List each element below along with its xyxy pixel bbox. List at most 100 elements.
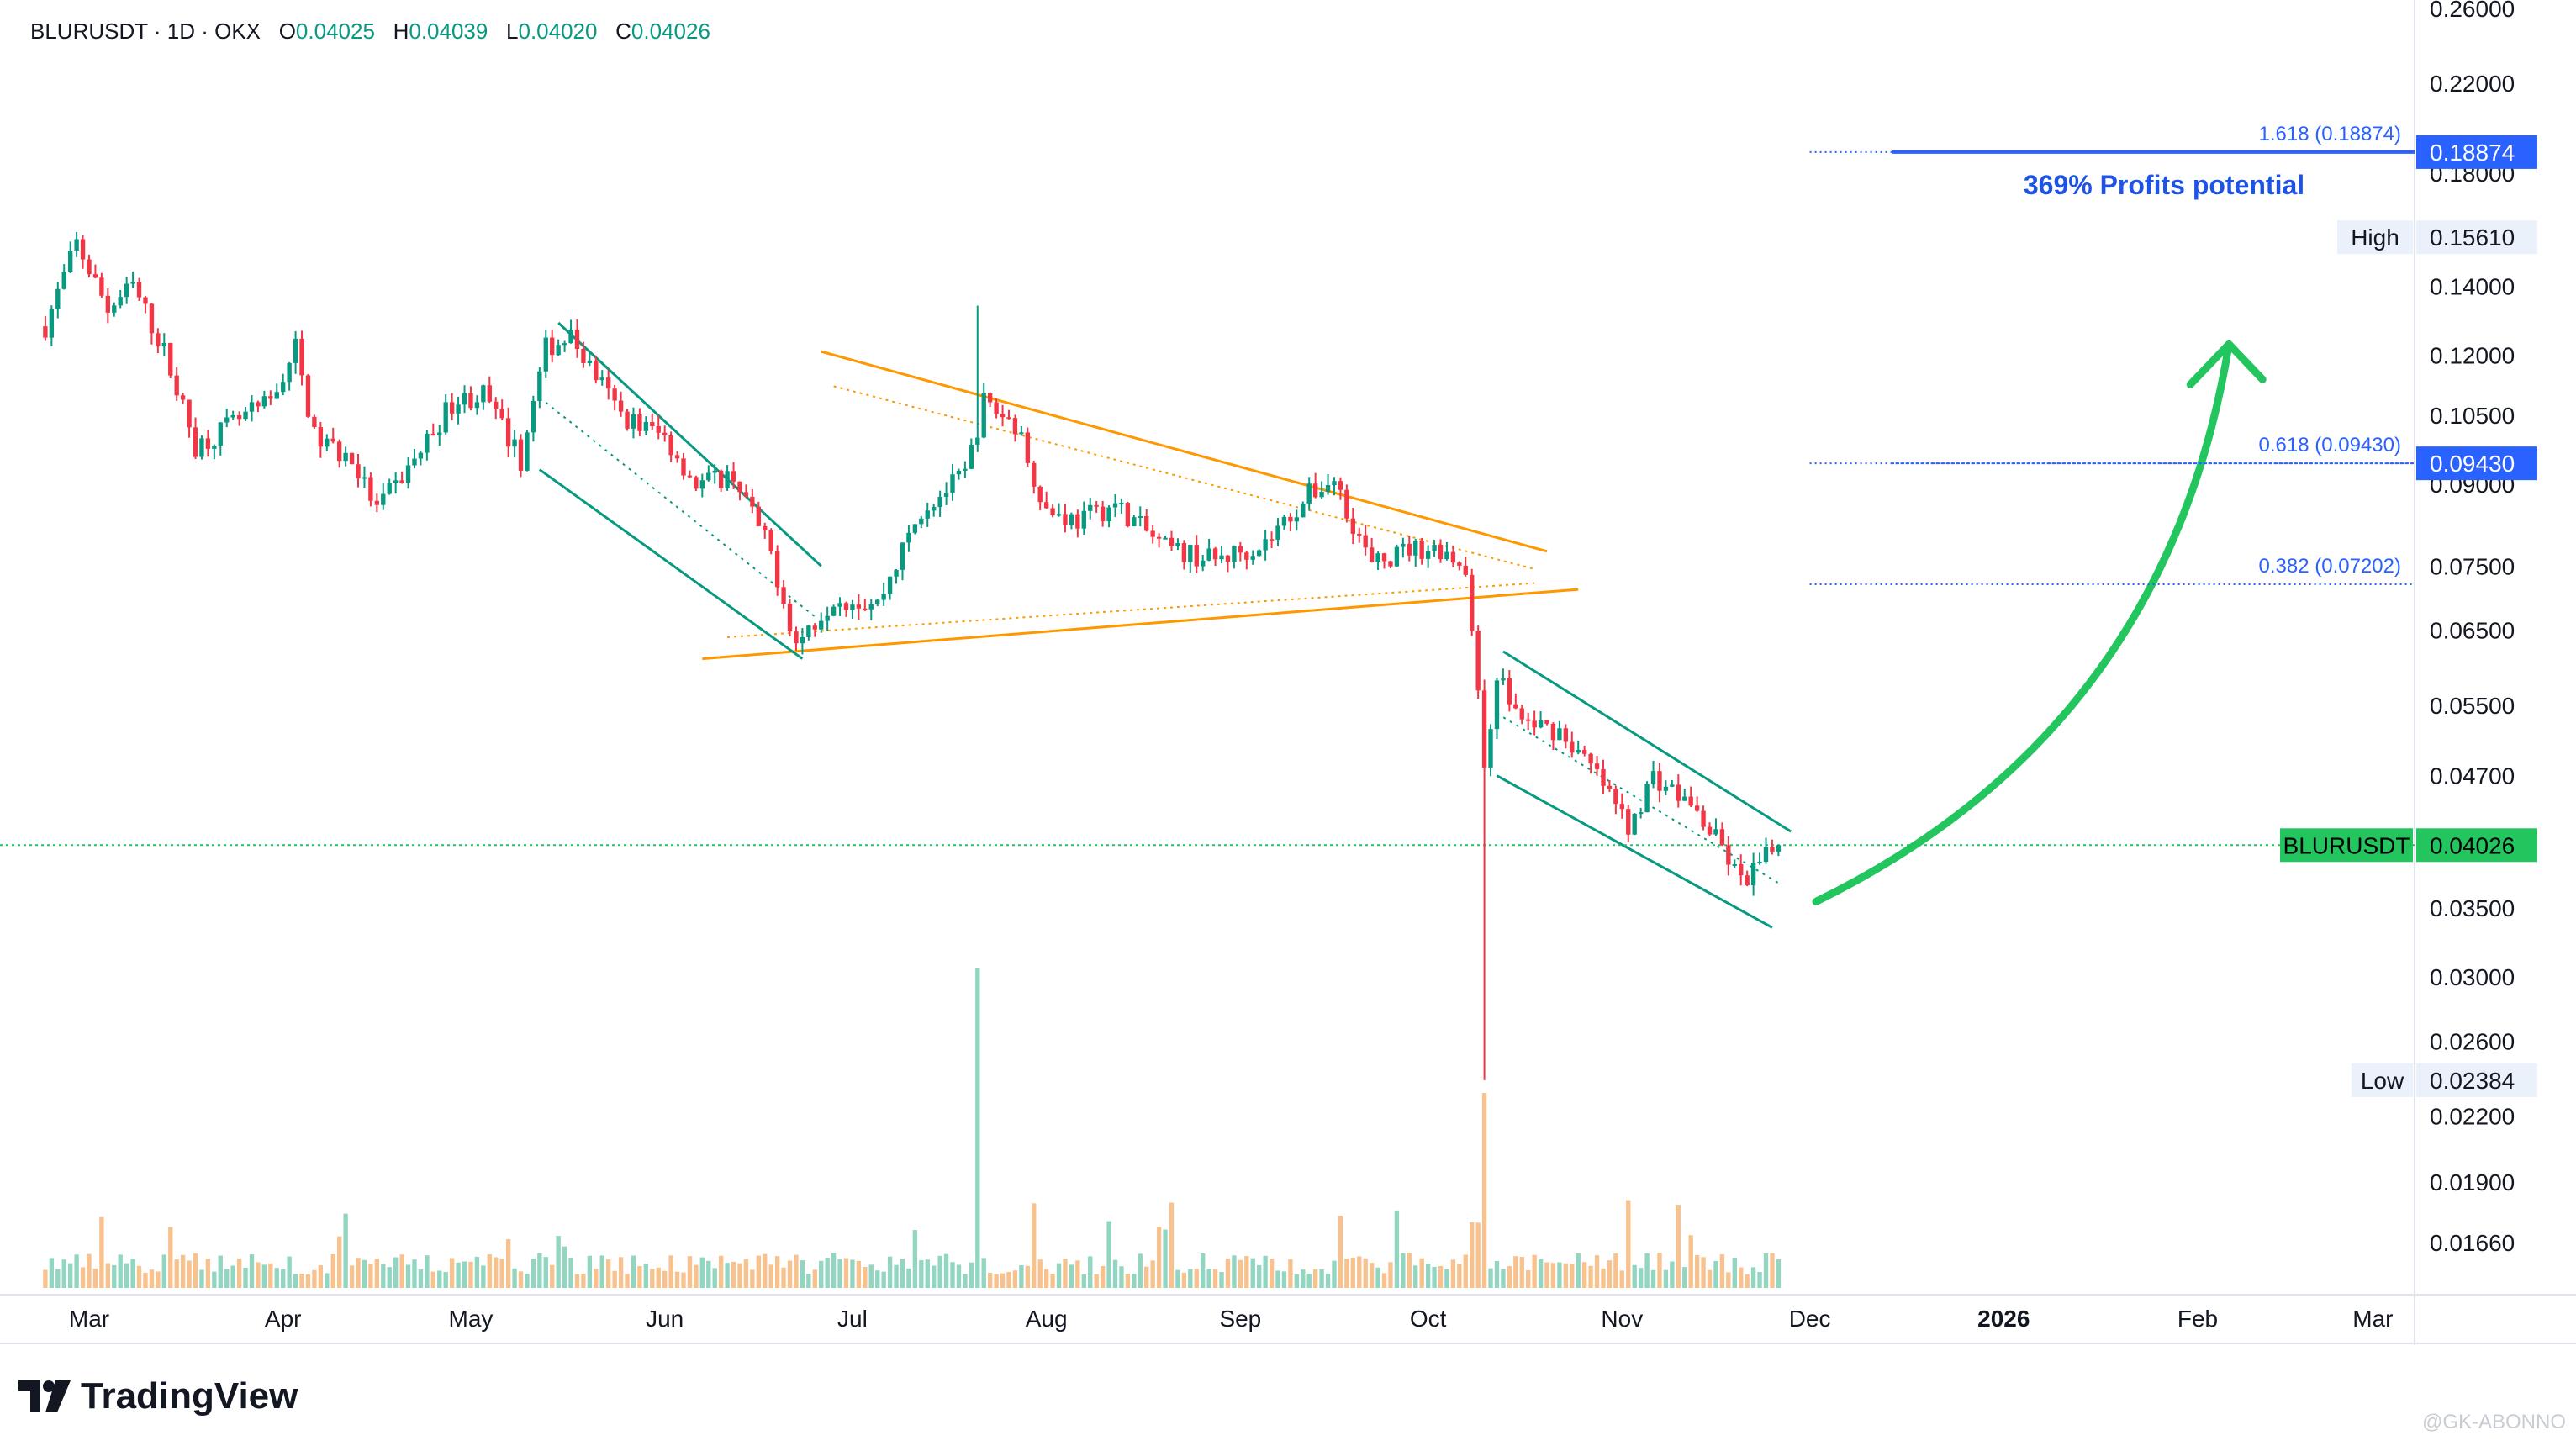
triangle-lower-inner-line[interactable] <box>727 582 1535 638</box>
close-label: C <box>615 18 631 44</box>
candle-body <box>712 470 717 473</box>
triangle-upper-line[interactable] <box>821 350 1548 553</box>
candle-body <box>518 439 524 471</box>
volume-bar <box>932 1265 937 1288</box>
time-tick-label: Sep <box>1219 1306 1261 1332</box>
candle-body <box>1144 516 1149 531</box>
volume-bar <box>1470 1222 1475 1288</box>
high-marker-label-bg <box>2337 220 2413 255</box>
channel-1-upper[interactable] <box>557 321 822 567</box>
volume-bar <box>568 1258 573 1288</box>
volume-bar <box>837 1259 842 1288</box>
volume-bar <box>881 1271 886 1288</box>
volume-bar <box>1601 1268 1606 1288</box>
volume-bar <box>950 1262 955 1288</box>
volume-bar <box>261 1264 267 1288</box>
time-tick-label: Feb <box>2177 1306 2218 1332</box>
candle-body <box>537 371 542 402</box>
volume-bar <box>1212 1269 1218 1288</box>
volume-bar <box>856 1260 862 1288</box>
volume-bar <box>299 1274 304 1288</box>
tradingview-logo[interactable]: TradingView <box>18 1375 298 1417</box>
drawings <box>0 321 2415 929</box>
volume-bar <box>1463 1254 1468 1288</box>
channel-2-mid[interactable] <box>1496 712 1779 884</box>
volume-bar <box>74 1254 79 1288</box>
candle-body <box>487 385 492 402</box>
candle-body <box>1169 537 1175 546</box>
volume-bar <box>124 1263 129 1288</box>
candle-body <box>1106 507 1111 522</box>
candle-body <box>831 606 837 616</box>
channel-2-upper[interactable] <box>1502 650 1792 833</box>
candle-body <box>1325 485 1331 492</box>
time-tick-label: Jun <box>646 1306 684 1332</box>
candle-body <box>105 295 111 313</box>
volume-bar <box>1025 1265 1030 1288</box>
channel-1-lower[interactable] <box>538 468 804 660</box>
candle-body <box>337 441 342 462</box>
price-tick-label: 0.10500 <box>2430 403 2515 429</box>
candle-body <box>1557 728 1562 741</box>
candle-body <box>1319 491 1324 498</box>
candle-body <box>1570 741 1575 753</box>
candle-body <box>494 401 499 409</box>
volume-bar <box>136 1265 142 1288</box>
volume-bar <box>1363 1258 1368 1288</box>
candle-body <box>819 620 824 630</box>
candle-body <box>1419 541 1424 559</box>
volume-bar <box>637 1265 642 1288</box>
time-axis[interactable]: Mar Apr May Jun Jul Aug Sep Oct Nov Dec 2026 Feb Mar <box>69 1306 2394 1332</box>
volume-bar <box>268 1263 273 1288</box>
volume-bar <box>1263 1255 1268 1288</box>
candle-body <box>112 305 117 313</box>
volume-bar <box>362 1259 367 1288</box>
volume-bar <box>806 1274 811 1288</box>
volume-bar <box>743 1259 749 1288</box>
chart-frame <box>0 0 2576 1345</box>
candle-body <box>1463 565 1468 575</box>
volume-bar <box>731 1261 736 1288</box>
volume-bar <box>230 1265 235 1288</box>
candle-body <box>1694 805 1700 811</box>
candle-body <box>731 471 736 482</box>
price-tick-label: 0.01660 <box>2430 1230 2515 1256</box>
volume-bar <box>900 1259 905 1288</box>
volume-bar <box>725 1263 730 1288</box>
candle-body <box>1344 489 1349 519</box>
price-axis[interactable]: 0.260000.220000.180000.140000.120000.105… <box>2280 0 2537 1256</box>
candle-body <box>1212 548 1218 560</box>
price-tick-label: 0.14000 <box>2430 273 2515 299</box>
candle-body <box>1350 518 1355 534</box>
volume-bar <box>800 1260 805 1288</box>
volume-bar <box>1201 1253 1206 1288</box>
candle-body <box>1726 845 1731 865</box>
channel-2-lower[interactable] <box>1496 774 1773 929</box>
volume-bar <box>1538 1259 1544 1288</box>
volume-bar <box>156 1271 161 1288</box>
volume-bar <box>1332 1260 1337 1288</box>
candle-body <box>299 338 304 376</box>
volume-bar <box>1225 1258 1231 1288</box>
volume-bar <box>656 1267 661 1288</box>
candle-body <box>61 272 66 289</box>
volume-bar <box>1088 1256 1093 1288</box>
candle-body <box>1281 516 1287 526</box>
candle-body <box>1138 516 1143 519</box>
candle-body <box>1369 547 1375 562</box>
candle-body <box>1745 875 1750 886</box>
volume-bar <box>756 1255 761 1288</box>
volume-bar <box>1413 1265 1418 1288</box>
candle-body <box>625 411 630 429</box>
symbol-header: BLURUSDT · 1D · OKX O0.04025 H0.04039 L0… <box>30 18 710 45</box>
candle-body <box>118 297 123 306</box>
volume-bar <box>612 1270 617 1288</box>
triangle-lower-line[interactable] <box>702 588 1579 661</box>
projection-arrow[interactable] <box>1812 340 2233 905</box>
candle-body <box>268 396 273 399</box>
volume-bar <box>562 1246 567 1288</box>
last-price-badge-value: 0.04026 <box>2430 832 2515 858</box>
candle-body <box>1550 723 1556 741</box>
time-tick-label: Mar <box>2352 1306 2393 1332</box>
